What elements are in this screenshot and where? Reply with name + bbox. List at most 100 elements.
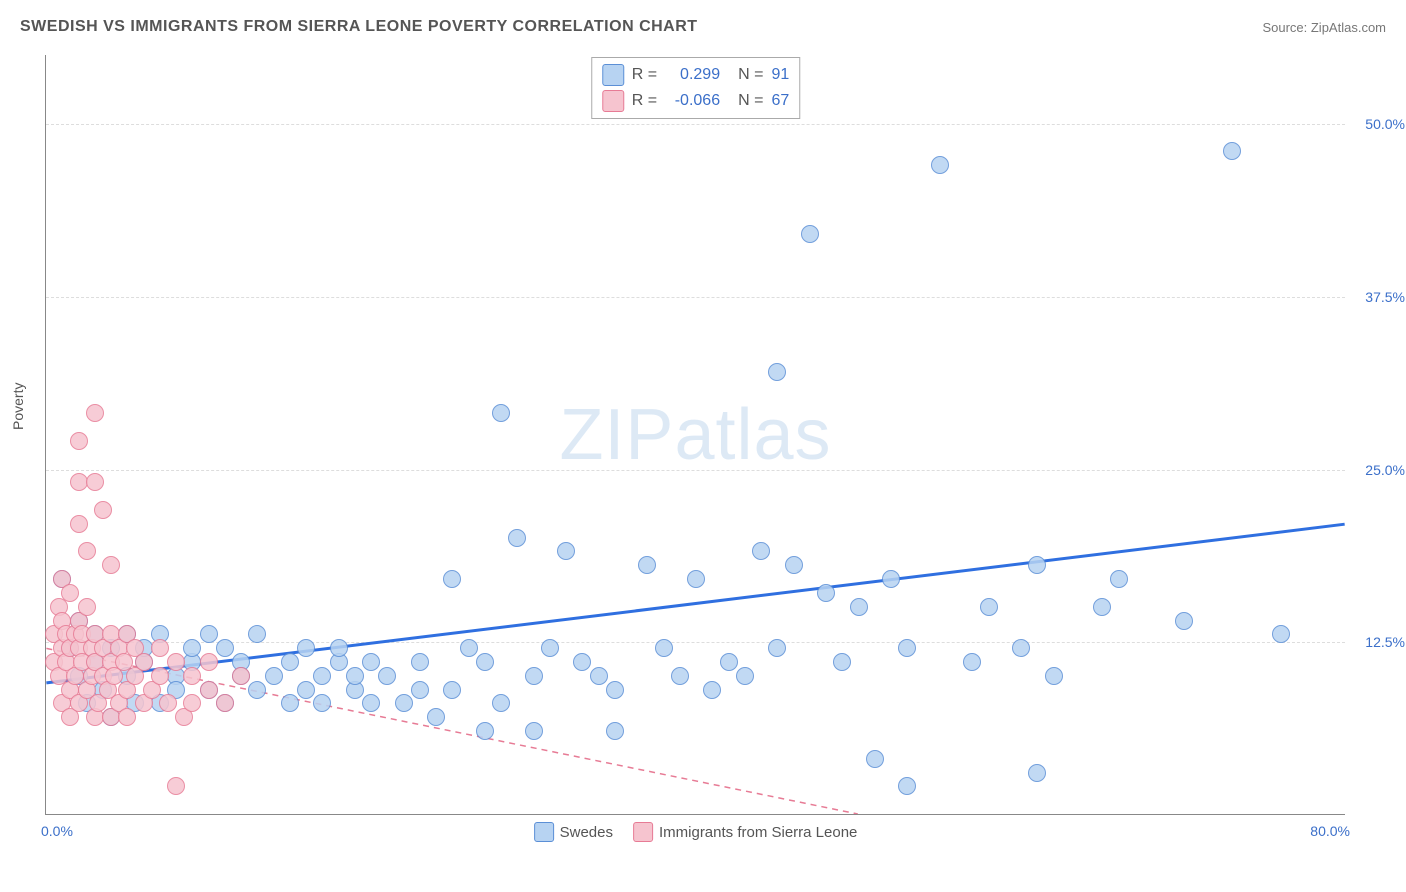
data-point — [525, 667, 543, 685]
data-point — [525, 722, 543, 740]
data-point — [1272, 625, 1290, 643]
data-point — [86, 404, 104, 422]
data-point — [118, 708, 136, 726]
gridline — [46, 470, 1345, 471]
data-point — [931, 156, 949, 174]
data-point — [395, 694, 413, 712]
data-point — [850, 598, 868, 616]
data-point — [606, 722, 624, 740]
data-point — [151, 667, 169, 685]
series-legend: Swedes Immigrants from Sierra Leone — [534, 822, 858, 842]
data-point — [1045, 667, 1063, 685]
x-tick-left: 0.0% — [41, 823, 73, 839]
data-point — [720, 653, 738, 671]
data-point — [78, 542, 96, 560]
data-point — [281, 653, 299, 671]
data-point — [768, 639, 786, 657]
legend-label-sierra-leone: Immigrants from Sierra Leone — [659, 824, 857, 841]
data-point — [882, 570, 900, 588]
data-point — [330, 639, 348, 657]
data-point — [590, 667, 608, 685]
data-point — [1223, 142, 1241, 160]
data-point — [1093, 598, 1111, 616]
legend-swatch-sierra-leone — [602, 90, 624, 112]
legend-swatch-icon — [534, 822, 554, 842]
data-point — [476, 722, 494, 740]
data-point — [460, 639, 478, 657]
data-point — [183, 639, 201, 657]
data-point — [265, 667, 283, 685]
data-point — [362, 694, 380, 712]
data-point — [411, 653, 429, 671]
legend-item-swedes: Swedes — [534, 822, 613, 842]
data-point — [151, 639, 169, 657]
data-point — [1028, 764, 1046, 782]
data-point — [703, 681, 721, 699]
y-tick-label: 12.5% — [1365, 634, 1405, 650]
data-point — [443, 570, 461, 588]
data-point — [297, 681, 315, 699]
data-point — [281, 694, 299, 712]
data-point — [216, 639, 234, 657]
data-point — [183, 667, 201, 685]
data-point — [1012, 639, 1030, 657]
chart-plot-area: ZIPatlas 12.5%25.0%37.5%50.0% R = 0.299 … — [45, 55, 1345, 815]
legend-swatch-swedes — [602, 64, 624, 86]
n-label: N = — [738, 92, 763, 110]
n-label: N = — [738, 66, 763, 84]
data-point — [248, 625, 266, 643]
data-point — [313, 667, 331, 685]
data-point — [785, 556, 803, 574]
data-point — [102, 556, 120, 574]
data-point — [752, 542, 770, 560]
data-point — [200, 653, 218, 671]
data-point — [183, 694, 201, 712]
source-label: Source: ZipAtlas.com — [1262, 20, 1386, 35]
data-point — [833, 653, 851, 671]
n-value-swedes: 91 — [771, 66, 789, 84]
r-label: R = — [632, 92, 657, 110]
data-point — [232, 667, 250, 685]
data-point — [159, 694, 177, 712]
data-point — [573, 653, 591, 671]
chart-title: SWEDISH VS IMMIGRANTS FROM SIERRA LEONE … — [20, 18, 698, 36]
data-point — [687, 570, 705, 588]
r-label: R = — [632, 66, 657, 84]
trend-lines — [46, 55, 1345, 814]
data-point — [508, 529, 526, 547]
data-point — [557, 542, 575, 560]
y-tick-label: 50.0% — [1365, 116, 1405, 132]
data-point — [70, 515, 88, 533]
data-point — [362, 653, 380, 671]
data-point — [866, 750, 884, 768]
data-point — [216, 694, 234, 712]
y-tick-label: 37.5% — [1365, 289, 1405, 305]
x-tick-right: 80.0% — [1310, 823, 1350, 839]
data-point — [638, 556, 656, 574]
data-point — [801, 225, 819, 243]
data-point — [61, 584, 79, 602]
data-point — [980, 598, 998, 616]
data-point — [167, 777, 185, 795]
n-value-sierra-leone: 67 — [771, 92, 789, 110]
gridline — [46, 297, 1345, 298]
gridline — [46, 642, 1345, 643]
data-point — [1175, 612, 1193, 630]
data-point — [606, 681, 624, 699]
data-point — [94, 501, 112, 519]
data-point — [248, 681, 266, 699]
r-value-swedes: 0.299 — [665, 66, 720, 84]
y-tick-label: 25.0% — [1365, 462, 1405, 478]
data-point — [443, 681, 461, 699]
data-point — [492, 404, 510, 422]
y-axis-label: Poverty — [10, 383, 26, 430]
data-point — [1110, 570, 1128, 588]
data-point — [297, 639, 315, 657]
data-point — [671, 667, 689, 685]
data-point — [200, 681, 218, 699]
data-point — [346, 667, 364, 685]
data-point — [898, 777, 916, 795]
legend-label-swedes: Swedes — [560, 824, 613, 841]
correlation-legend: R = 0.299 N = 91 R = -0.066 N = 67 — [591, 57, 800, 119]
data-point — [1028, 556, 1046, 574]
